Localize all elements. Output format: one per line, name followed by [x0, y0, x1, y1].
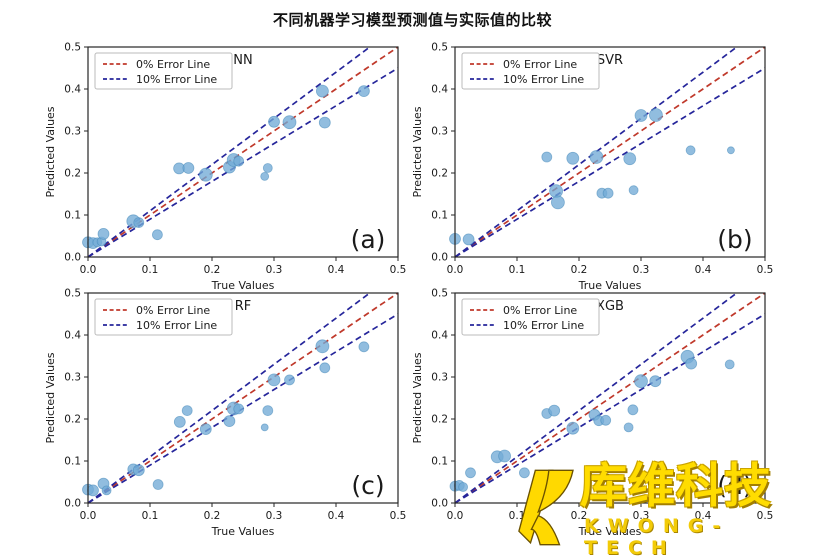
svg-text:0.1: 0.1	[142, 264, 159, 276]
svg-text:0.2: 0.2	[571, 264, 588, 276]
data-points	[82, 84, 370, 250]
svg-text:10% Error Line: 10% Error Line	[136, 319, 217, 332]
svg-text:0.2: 0.2	[204, 510, 221, 522]
svg-text:0.1: 0.1	[142, 510, 159, 522]
svg-text:0.5: 0.5	[431, 42, 448, 54]
svg-text:0.4: 0.4	[431, 84, 448, 96]
svg-text:0.1: 0.1	[509, 510, 526, 522]
error-lines	[454, 292, 766, 504]
axes-box	[454, 46, 766, 258]
y-axis-label: Predicted Values	[44, 352, 57, 443]
svg-text:0.1: 0.1	[509, 264, 526, 276]
x-axis-label: True Values	[578, 525, 642, 536]
svg-text:0.4: 0.4	[431, 330, 448, 342]
svg-text:0.3: 0.3	[64, 372, 81, 384]
svg-text:0.1: 0.1	[431, 456, 448, 468]
svg-text:0.2: 0.2	[571, 510, 588, 522]
chart-title: XGB	[596, 299, 624, 314]
legend: 0% Error Line 10% Error Line	[461, 298, 600, 336]
panel-label: (a)	[351, 225, 386, 254]
scatter-plot-xgb: 0.0 0.1 0.2 0.3 0.4 0.5 0.0 0.1 0.2 0.3 0.4 0.5 True…	[411, 288, 774, 537]
scatter-plot-rf: 0.0 0.1 0.2 0.3 0.4 0.5 0.0 0.1 0.2 0.3 0.4 0.5 True…	[44, 288, 406, 537]
svg-text:0.5: 0.5	[64, 42, 81, 54]
svg-text:0% Error Line: 0% Error Line	[136, 58, 210, 71]
y-axis-label: Predicted Values	[44, 106, 57, 197]
x-axis-label: True Values	[578, 279, 642, 290]
svg-text:0.0: 0.0	[80, 264, 97, 276]
x-axis-label: True Values	[211, 279, 275, 290]
svg-text:0.5: 0.5	[757, 510, 774, 522]
svg-text:0.1: 0.1	[64, 456, 81, 468]
svg-text:0.4: 0.4	[695, 510, 712, 522]
svg-text:0.0: 0.0	[447, 264, 464, 276]
svg-text:0.3: 0.3	[431, 126, 448, 138]
scatter-plot-nn: 0.0 0.1 0.2 0.3 0.4 0.5 0.0 0.1 0.2 0.3 0.4 0.5 True…	[44, 42, 406, 291]
svg-text:0% Error Line: 0% Error Line	[503, 58, 577, 71]
svg-text:0.4: 0.4	[328, 510, 345, 522]
svg-text:0.4: 0.4	[64, 330, 81, 342]
svg-text:0.1: 0.1	[64, 210, 81, 222]
panel-label: (c)	[351, 471, 384, 500]
svg-text:0.5: 0.5	[390, 510, 407, 522]
axes-box	[87, 46, 399, 258]
svg-text:0.3: 0.3	[64, 126, 81, 138]
svg-text:0.0: 0.0	[64, 252, 81, 264]
svg-text:0.3: 0.3	[266, 510, 283, 522]
axis-ticks: 0.0 0.1 0.2 0.3 0.4 0.5 0.0 0.1 0.2 0.3 0.4 0.5	[64, 288, 406, 523]
svg-text:10% Error Line: 10% Error Line	[503, 319, 584, 332]
y-axis-label: Predicted Values	[411, 352, 424, 443]
chart-title: NN	[233, 53, 252, 68]
svg-text:0.4: 0.4	[695, 264, 712, 276]
svg-text:0.0: 0.0	[64, 498, 81, 510]
scatter-plot-svr: 0.0 0.1 0.2 0.3 0.4 0.5 0.0 0.1 0.2 0.3 0.4 0.5 True…	[411, 42, 773, 291]
axes-box	[87, 292, 399, 504]
svg-text:0.5: 0.5	[431, 288, 448, 300]
svg-text:10% Error Line: 10% Error Line	[503, 73, 584, 86]
axis-ticks: 0.0 0.1 0.2 0.3 0.4 0.5 0.0 0.1 0.2 0.3 0.4 0.5	[64, 42, 406, 277]
axes-box	[454, 292, 766, 504]
legend: 0% Error Line 10% Error Line	[94, 298, 233, 336]
svg-text:0.2: 0.2	[64, 414, 81, 426]
data-points	[449, 108, 735, 246]
svg-text:0.5: 0.5	[390, 264, 407, 276]
figure-title: 不同机器学习模型预测值与实际值的比较	[272, 11, 552, 29]
axis-ticks: 0.0 0.1 0.2 0.3 0.4 0.5 0.0 0.1 0.2 0.3 0.4 0.5	[431, 42, 773, 277]
svg-text:0.5: 0.5	[757, 264, 774, 276]
y-axis-label: Predicted Values	[411, 106, 424, 197]
x-axis-label: True Values	[211, 525, 275, 536]
svg-text:0.3: 0.3	[633, 510, 650, 522]
svg-text:10% Error Line: 10% Error Line	[136, 73, 217, 86]
error-lines	[454, 46, 766, 258]
svg-text:0% Error Line: 0% Error Line	[503, 304, 577, 317]
svg-text:0.4: 0.4	[64, 84, 81, 96]
legend: 0% Error Line 10% Error Line	[461, 52, 600, 90]
data-points	[449, 349, 735, 492]
svg-text:0.2: 0.2	[64, 168, 81, 180]
chart-title: SVR	[597, 53, 623, 68]
svg-text:0.0: 0.0	[431, 498, 448, 510]
svg-text:0% Error Line: 0% Error Line	[136, 304, 210, 317]
svg-text:0.0: 0.0	[80, 510, 97, 522]
legend: 0% Error Line 10% Error Line	[94, 52, 233, 90]
data-points	[82, 339, 370, 497]
svg-text:0.3: 0.3	[431, 372, 448, 384]
svg-text:0.5: 0.5	[64, 288, 81, 300]
svg-text:0.3: 0.3	[266, 264, 283, 276]
svg-text:0.1: 0.1	[431, 210, 448, 222]
panel-label: (b)	[717, 225, 752, 254]
svg-text:0.2: 0.2	[431, 168, 448, 180]
svg-text:0.2: 0.2	[204, 264, 221, 276]
svg-text:0.2: 0.2	[431, 414, 448, 426]
svg-text:0.3: 0.3	[633, 264, 650, 276]
chart-title: RF	[235, 299, 252, 314]
svg-text:0.4: 0.4	[328, 264, 345, 276]
svg-text:0.0: 0.0	[431, 252, 448, 264]
panel-label: (d)	[717, 471, 752, 500]
svg-text:0.0: 0.0	[447, 510, 464, 522]
